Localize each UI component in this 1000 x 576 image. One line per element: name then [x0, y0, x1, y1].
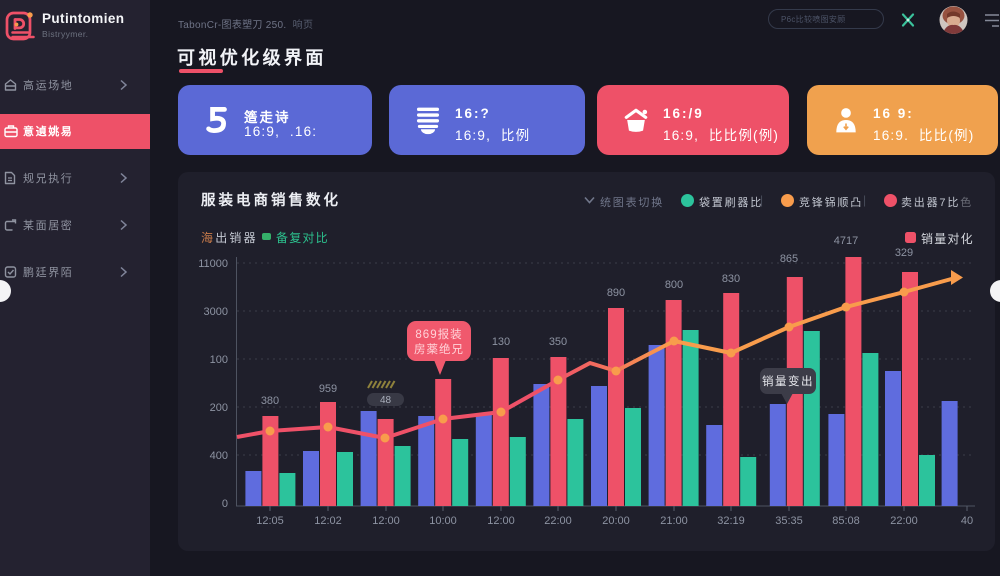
svg-text:329: 329: [895, 247, 913, 259]
svg-text:4717: 4717: [834, 235, 858, 247]
svg-text:40: 40: [961, 515, 973, 527]
svg-text:200: 200: [210, 402, 228, 414]
svg-text:3000: 3000: [204, 306, 228, 318]
svg-text:85:08: 85:08: [832, 515, 860, 527]
svg-text:400: 400: [210, 450, 228, 462]
svg-text:11000: 11000: [198, 258, 228, 270]
svg-text:销量变出: 销量变出: [762, 374, 814, 388]
svg-text:20:00: 20:00: [602, 515, 630, 527]
svg-text:12:00: 12:00: [372, 515, 400, 527]
svg-text:0: 0: [222, 498, 228, 510]
svg-text:房薬绝兄: 房薬绝兄: [414, 342, 464, 356]
svg-text:21:00: 21:00: [660, 515, 688, 527]
svg-text:830: 830: [722, 273, 740, 285]
svg-text:869报装: 869报装: [415, 327, 462, 341]
svg-text:22:00: 22:00: [544, 515, 572, 527]
svg-text:32:19: 32:19: [717, 515, 745, 527]
svg-text:35:35: 35:35: [775, 515, 803, 527]
svg-text:12:00: 12:00: [487, 515, 515, 527]
svg-text:959: 959: [319, 383, 337, 395]
svg-text:10:00: 10:00: [429, 515, 457, 527]
svg-text:350: 350: [549, 336, 567, 348]
svg-text:22:00: 22:00: [890, 515, 918, 527]
svg-text:865: 865: [780, 253, 798, 265]
svg-text:12:05: 12:05: [256, 515, 284, 527]
svg-text:380: 380: [261, 395, 279, 407]
svg-text:800: 800: [665, 279, 683, 291]
svg-text:100: 100: [210, 354, 228, 366]
svg-text:12:02: 12:02: [314, 515, 342, 527]
svg-text:48: 48: [380, 395, 392, 406]
svg-text:890: 890: [607, 287, 625, 299]
svg-text:130: 130: [492, 336, 510, 348]
